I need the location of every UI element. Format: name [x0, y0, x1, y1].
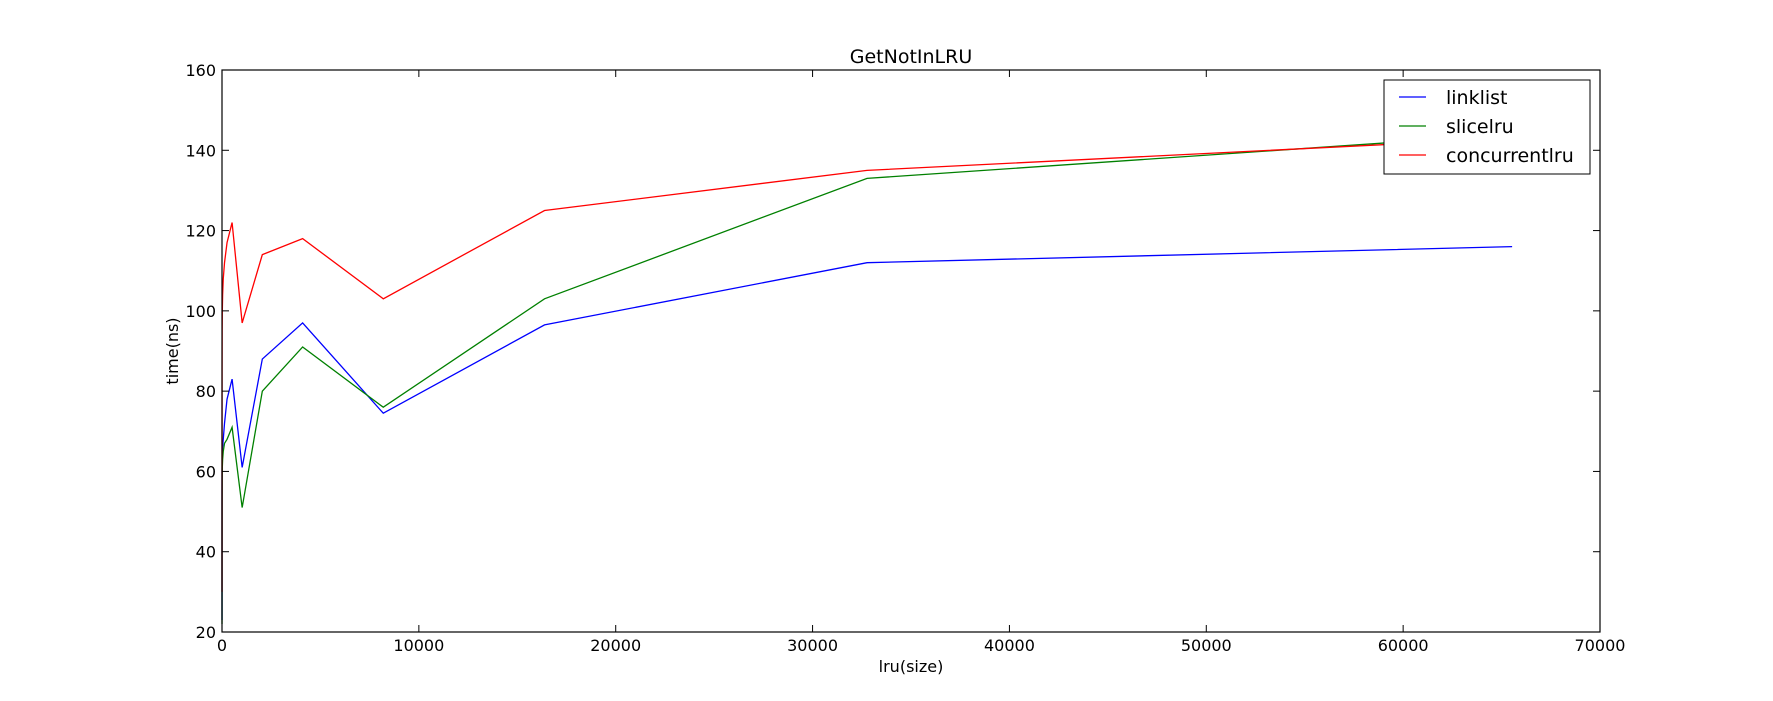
y-tick-label: 160: [185, 61, 216, 80]
legend-box: [1383, 79, 1591, 175]
x-tick-label: 10000: [393, 636, 444, 655]
x-tick-label: 50000: [1181, 636, 1232, 655]
y-tick-label: 80: [196, 382, 216, 401]
x-tick-label: 70000: [1575, 636, 1626, 655]
y-tick-label: 60: [196, 462, 216, 481]
x-axis-label: lru(size): [879, 657, 944, 676]
x-tick-label: 60000: [1378, 636, 1429, 655]
x-tick-label: 20000: [590, 636, 641, 655]
y-tick-label: 20: [196, 623, 216, 642]
legend-label-concurrentlru: concurrentlru: [1446, 145, 1574, 167]
ticks-layer: 0 10000 20000 30000 40000 50000 60000 70000 20 40…: [185, 61, 1625, 655]
plot-frame: [221, 69, 1601, 633]
y-tick-label: 120: [185, 222, 216, 241]
legend-label-slicelru: slicelru: [1446, 116, 1514, 138]
y-axis-label: time(ns): [163, 317, 182, 384]
x-tick-label: 0: [217, 636, 227, 655]
y-tick-label: 40: [196, 543, 216, 562]
legend-label-linklist: linklist: [1446, 87, 1508, 109]
x-tick-label: 40000: [984, 636, 1035, 655]
y-tick-label: 140: [185, 141, 216, 160]
y-tick-label: 100: [185, 302, 216, 321]
legend: linklist slicelru concurrentlru: [1383, 79, 1591, 175]
x-tick-label: 30000: [787, 636, 838, 655]
chart-title: GetNotInLRU: [850, 46, 973, 68]
